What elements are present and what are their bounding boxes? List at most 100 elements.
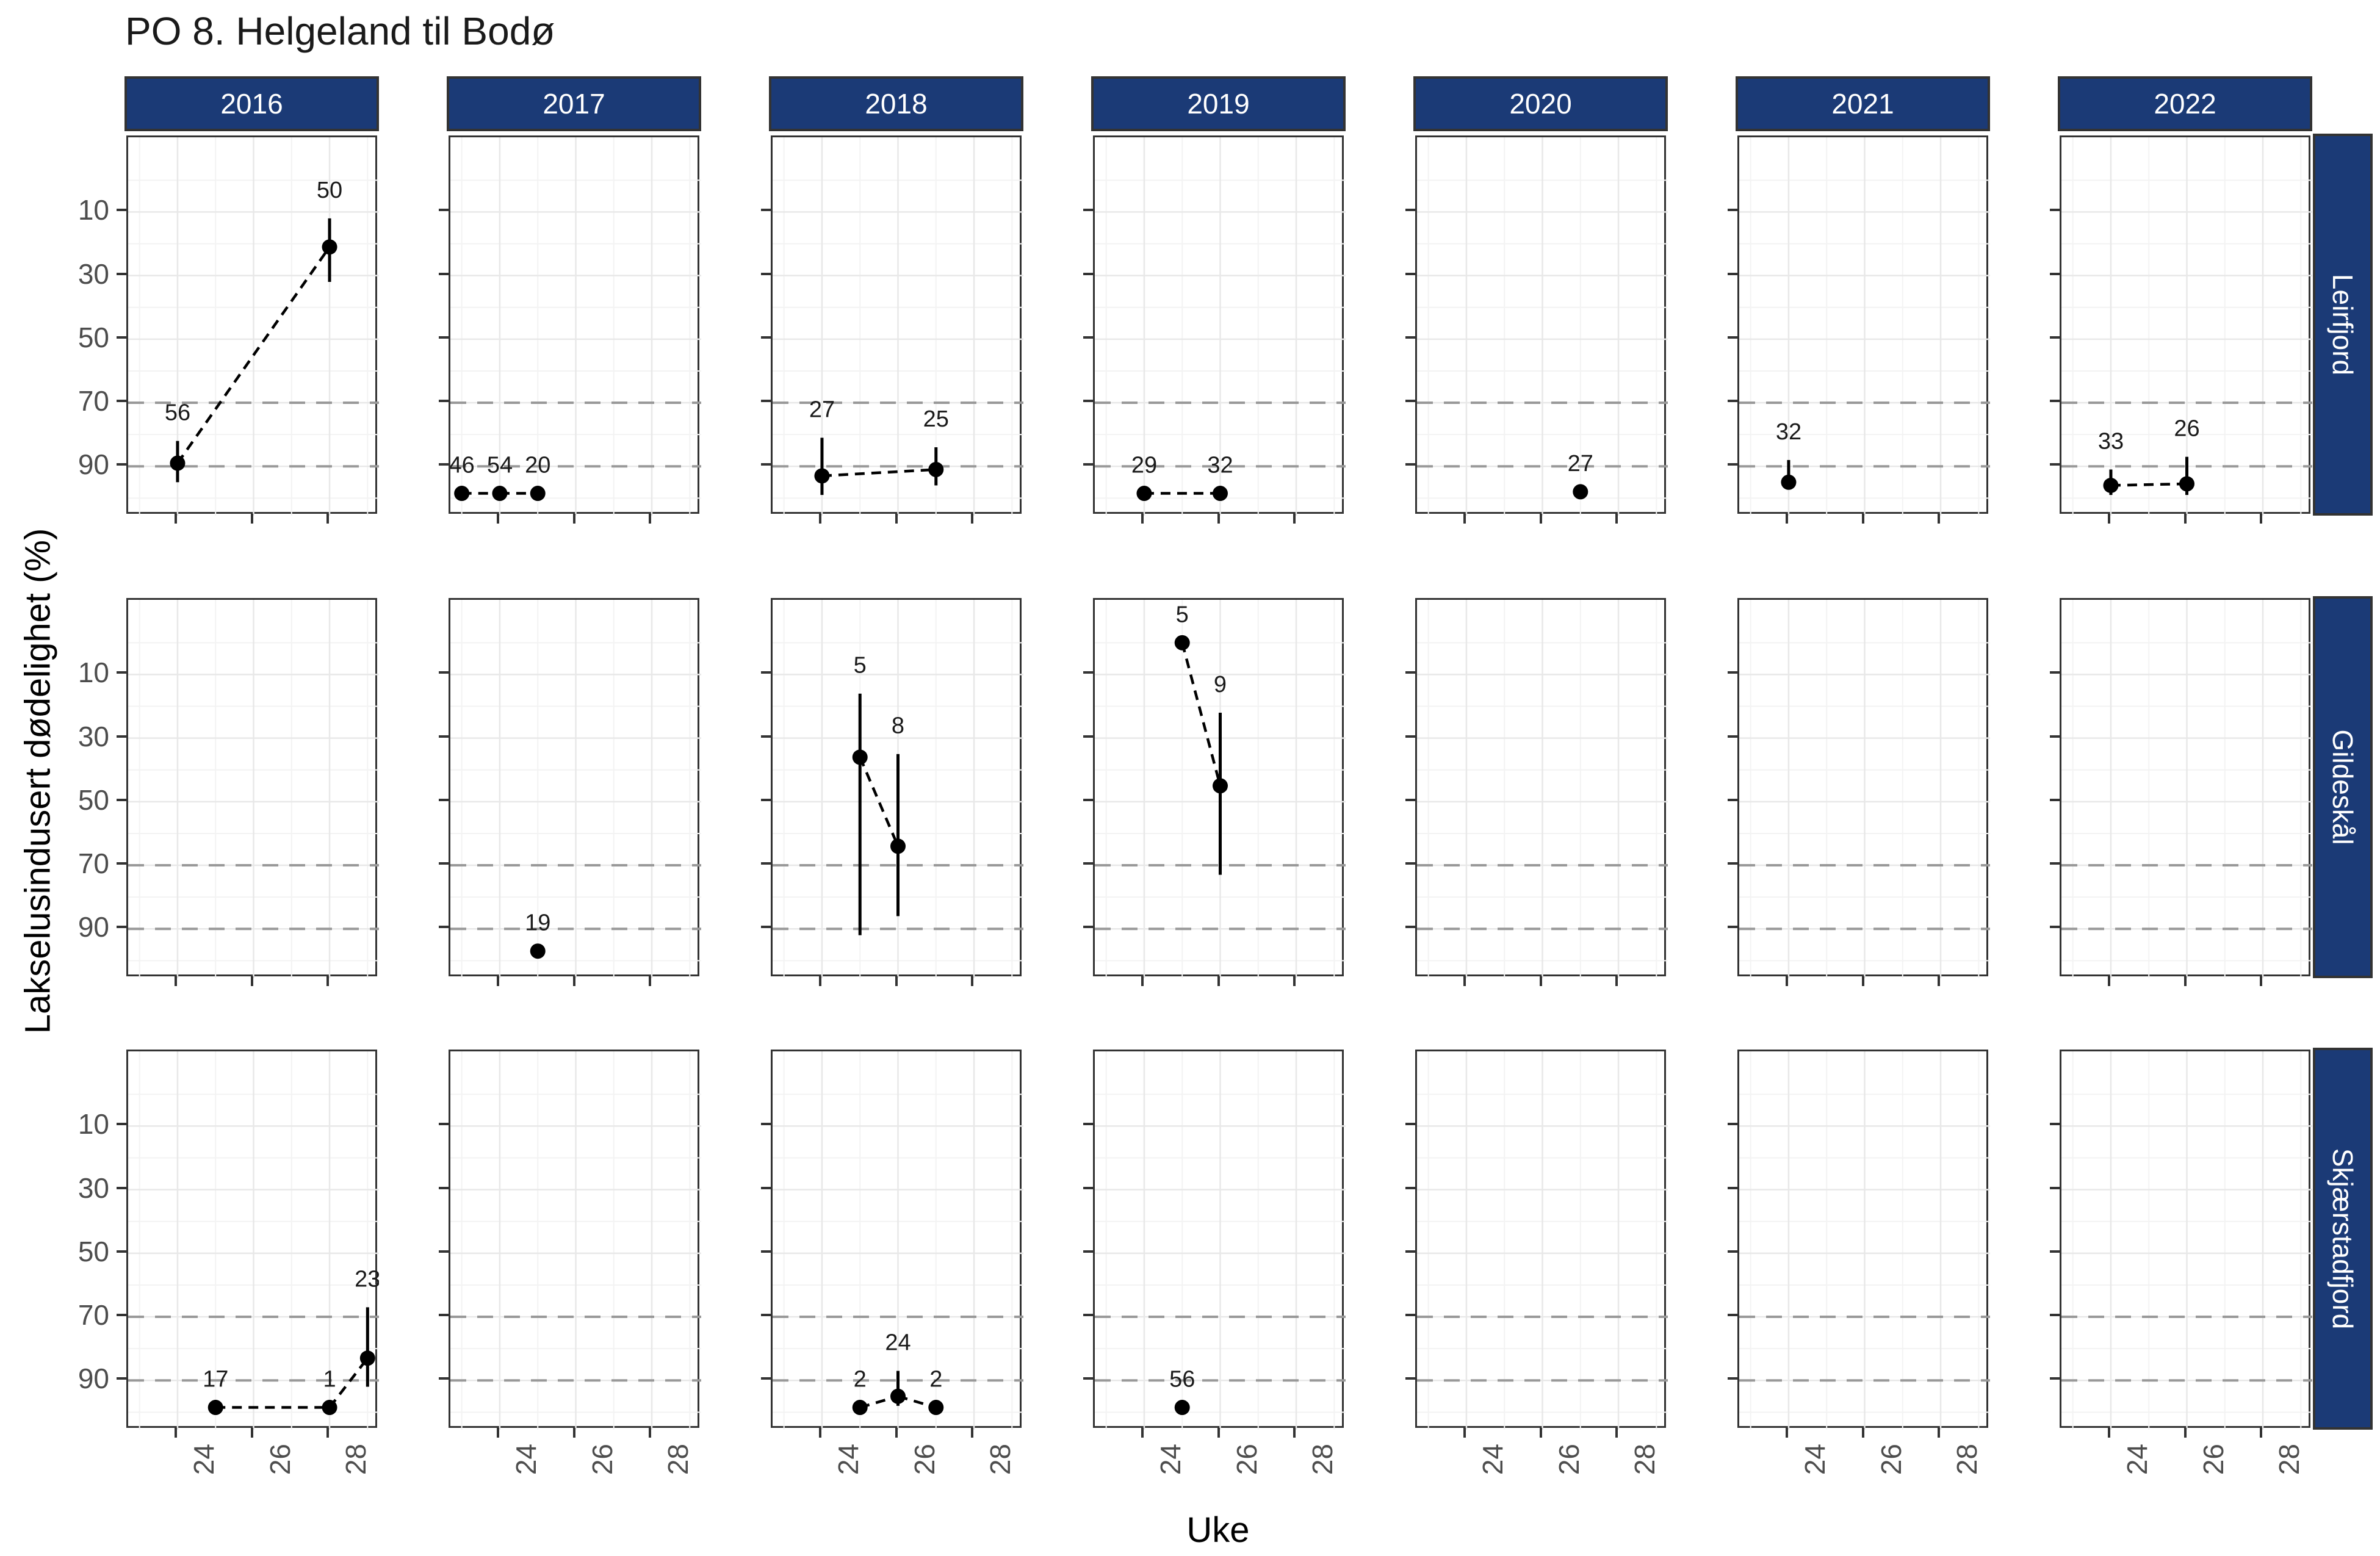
x-tick-label: 24 (832, 1444, 864, 1475)
axis-tick-mark (1405, 463, 1415, 466)
axis-tick-mark (1463, 1428, 1466, 1438)
axis-tick-mark (439, 735, 449, 738)
y-tick-label: 90 (78, 448, 109, 481)
axis-tick-mark (2183, 514, 2187, 524)
axis-tick-mark (1728, 926, 1737, 929)
axis-tick-mark (2107, 976, 2110, 986)
data-point (359, 1350, 375, 1366)
panel-plot-area: 17 1 23 (128, 1051, 379, 1430)
facet-panel-2016-Leirfjord: 56 50 (126, 135, 379, 516)
data-point (852, 749, 868, 765)
axis-tick-mark (649, 1428, 652, 1438)
axis-tick-mark (1615, 1428, 1618, 1438)
axis-tick-mark (117, 1123, 126, 1126)
axis-tick-mark (895, 1428, 898, 1438)
axis-tick-mark (117, 671, 126, 674)
facet-column-strip-2017: 2017 (447, 76, 701, 131)
y-tick-label: 70 (78, 1299, 109, 1331)
panel-plot-area (450, 1051, 701, 1430)
axis-tick-mark (174, 514, 177, 524)
axis-tick-mark (439, 671, 449, 674)
panel-plot-area: 56 (1095, 1051, 1346, 1430)
point-count-label: 27 (809, 397, 835, 422)
axis-tick-mark (1217, 1428, 1220, 1438)
axis-tick-mark (2050, 926, 2060, 929)
axis-tick-mark (1405, 209, 1415, 212)
reference-lines (1095, 864, 1346, 931)
axis-tick-mark (2050, 336, 2060, 339)
panel-plot-area: 46 54 20 (450, 137, 701, 516)
connector-line (821, 468, 936, 478)
gridlines (1739, 137, 1990, 516)
x-tick-label: 28 (1951, 1444, 1983, 1475)
data-point (530, 943, 546, 959)
facet-row-label: Leirfjord (2327, 273, 2359, 376)
axis-tick-mark (1861, 976, 1864, 986)
connector-line (176, 246, 331, 464)
facet-panel-2022-Gildeskål (2060, 598, 2312, 978)
axis-tick-mark (1405, 1250, 1415, 1253)
axis-tick-mark (326, 514, 330, 524)
facet-panel-2021-Gildeskål (1737, 598, 1990, 978)
axis-tick-mark (326, 1428, 330, 1438)
point-count-label: 32 (1776, 419, 1801, 445)
axis-tick-mark (439, 1123, 449, 1126)
data-point (1174, 635, 1190, 650)
axis-tick-mark (1083, 1186, 1093, 1189)
axis-tick-mark (761, 862, 771, 865)
facet-panel-2021-Leirfjord: 32 (1737, 135, 1990, 516)
axis-tick-mark (1728, 1314, 1737, 1317)
axis-tick-mark (117, 272, 126, 275)
y-tick-label: 50 (78, 1235, 109, 1267)
axis-tick-mark (2050, 272, 2060, 275)
facet-column-strip-2020: 2020 (1413, 76, 1668, 131)
point-count-label: 24 (885, 1330, 911, 1356)
axis-tick-mark (818, 514, 821, 524)
axis-tick-mark (2050, 400, 2060, 403)
x-tick-label: 24 (187, 1444, 220, 1475)
facet-panel-2020-Gildeskål (1415, 598, 1668, 978)
facet-panel-2022-Leirfjord: 33 26 (2060, 135, 2312, 516)
gridlines (1417, 600, 1668, 978)
gridlines (1095, 1051, 1346, 1430)
axis-tick-mark (1728, 1186, 1737, 1189)
axis-tick-mark (1293, 1428, 1296, 1438)
axis-tick-mark (1728, 735, 1737, 738)
axis-tick-mark (2260, 514, 2263, 524)
axis-tick-mark (1141, 514, 1144, 524)
axis-tick-mark (117, 862, 126, 865)
data-point (1174, 1400, 1190, 1416)
point-count-label: 17 (203, 1367, 228, 1392)
facet-panel-2016-Gildeskål (126, 598, 379, 978)
axis-tick-mark (174, 976, 177, 986)
facet-panel-2017-Gildeskål: 19 (449, 598, 701, 978)
axis-tick-mark (1083, 926, 1093, 929)
axis-tick-mark (1539, 976, 1542, 986)
axis-tick-mark (649, 976, 652, 986)
axis-tick-mark (895, 514, 898, 524)
axis-tick-mark (117, 1377, 126, 1380)
data-point (2103, 478, 2119, 494)
axis-tick-mark (1083, 1377, 1093, 1380)
x-tick-label: 26 (908, 1444, 940, 1475)
axis-tick-mark (117, 400, 126, 403)
panel-plot-area: 56 50 (128, 137, 379, 516)
axis-tick-mark (1728, 209, 1737, 212)
series: 32 (1776, 419, 1801, 490)
facet-panel-2018-Skjærstadfjord: 2 24 2 (771, 1050, 1023, 1430)
axis-tick-mark (117, 926, 126, 929)
panel-plot-area: 32 (1739, 137, 1990, 516)
x-axis-title: Uke (1186, 1510, 1250, 1550)
axis-tick-mark (2050, 1250, 2060, 1253)
axis-tick-mark (1463, 514, 1466, 524)
axis-tick-mark (1463, 976, 1466, 986)
data-point (814, 468, 830, 484)
axis-tick-mark (1405, 671, 1415, 674)
axis-tick-mark (1728, 1377, 1737, 1380)
panel-plot-area: 29 32 (1095, 137, 1346, 516)
axis-tick-mark (761, 798, 771, 801)
axis-tick-mark (1405, 1377, 1415, 1380)
axis-tick-mark (1785, 1428, 1788, 1438)
x-tick-label: 24 (1476, 1444, 1509, 1475)
point-count-label: 56 (1169, 1367, 1195, 1392)
